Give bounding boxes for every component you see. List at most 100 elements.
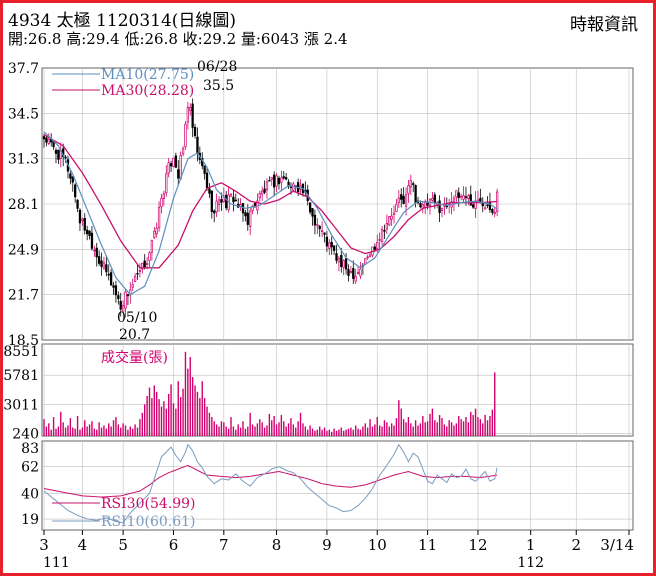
volume-bar: [472, 414, 474, 436]
volume-bar: [134, 424, 136, 436]
rsi-y-tick-label: 19: [21, 512, 39, 528]
volume-bar: [263, 427, 266, 436]
volume-bar: [211, 417, 213, 436]
volume-bar: [76, 416, 79, 436]
candle-body: [86, 229, 89, 235]
volume-bar: [91, 421, 93, 436]
candle-body: [174, 155, 178, 168]
volume-bar: [208, 412, 211, 436]
volume-bar: [45, 426, 48, 436]
volume-bar: [388, 426, 390, 436]
volume-bar: [374, 424, 376, 436]
rsi-y-tick-label: 40: [21, 486, 39, 502]
candle-body: [356, 272, 360, 274]
candle-body: [378, 239, 381, 241]
candle-body: [325, 236, 329, 247]
volume-bar: [383, 420, 386, 436]
candle-body: [205, 172, 209, 189]
volume-bar: [335, 430, 338, 436]
year-label: 112: [517, 555, 544, 571]
candle-body: [373, 246, 377, 250]
candle-body: [229, 194, 233, 197]
candle-body: [220, 199, 223, 203]
volume-bar: [237, 424, 239, 436]
candle-body: [472, 204, 475, 208]
volume-bar: [357, 428, 359, 436]
volume-bar: [213, 421, 215, 436]
volume-bar: [448, 420, 450, 436]
candle-body: [347, 269, 350, 276]
candle-body: [479, 198, 482, 203]
legend-ma30: MA30(28.28): [101, 83, 194, 99]
volume-bar: [251, 424, 254, 436]
candle-body: [81, 218, 84, 221]
year-label: 111: [43, 555, 70, 571]
volume-bar: [115, 417, 117, 436]
candle-body: [483, 207, 487, 210]
volume-bar: [203, 398, 206, 436]
volume-bar: [426, 421, 429, 436]
volume-bar: [371, 426, 374, 436]
volume-bar: [110, 426, 112, 436]
volume-bar: [187, 368, 189, 436]
candle-body: [191, 103, 194, 128]
volume-bar: [194, 385, 196, 436]
volume-bar: [108, 423, 110, 436]
volume-bar: [72, 427, 74, 436]
price-y-tick-label: 34.5: [8, 106, 39, 122]
candle-body: [261, 190, 264, 195]
volume-bar: [172, 403, 175, 436]
volume-bar: [81, 427, 84, 436]
volume-bar: [354, 425, 357, 436]
volume-bar: [175, 408, 177, 436]
volume-bar: [103, 425, 105, 436]
volume-bar: [484, 414, 486, 436]
candle-body: [208, 188, 211, 194]
candle-body: [352, 268, 355, 279]
candle-body: [400, 194, 403, 200]
candle-body: [285, 177, 288, 180]
candle-body: [100, 260, 103, 267]
candle-body: [366, 256, 369, 259]
candle-body: [383, 230, 386, 232]
candle-body: [330, 242, 333, 248]
candle-body: [196, 136, 199, 154]
volume-bar: [261, 422, 263, 436]
volume-bar: [201, 381, 203, 436]
candle-body: [311, 208, 314, 217]
volume-bar: [402, 419, 405, 436]
rsi-panel: [41, 440, 634, 531]
volume-bar: [52, 417, 55, 436]
volume-bar: [345, 429, 347, 436]
volume-bar: [232, 426, 235, 436]
candle-body: [95, 247, 98, 258]
rsi10-line: [43, 443, 498, 524]
x-tick-label: 11: [418, 536, 437, 554]
volume-bar: [304, 426, 307, 436]
volume-bar: [489, 416, 491, 436]
volume-bar: [407, 417, 410, 436]
volume-bar: [266, 425, 268, 436]
volume-bar: [386, 422, 388, 436]
volume-bar: [69, 418, 72, 436]
candle-body: [316, 224, 319, 227]
candle-body: [131, 284, 134, 288]
volume-bar: [48, 423, 50, 436]
legend-rsi30: RSI30(54.99): [101, 496, 195, 512]
candle-body: [213, 210, 216, 214]
candle-body: [155, 227, 158, 235]
ma10-line: [43, 131, 498, 296]
volume-bar: [105, 428, 108, 436]
volume-bar: [285, 426, 287, 436]
volume-bar: [295, 427, 297, 436]
volume-bar: [422, 416, 424, 436]
volume-bar: [273, 416, 275, 436]
volume-panel: [41, 343, 634, 437]
volume-bar: [347, 428, 350, 436]
candle-body: [78, 209, 82, 224]
candle-body: [177, 169, 180, 179]
candle-body: [385, 223, 388, 230]
volume-bar: [309, 425, 311, 436]
volume-bars: [43, 351, 496, 436]
volume-bar: [235, 429, 237, 436]
